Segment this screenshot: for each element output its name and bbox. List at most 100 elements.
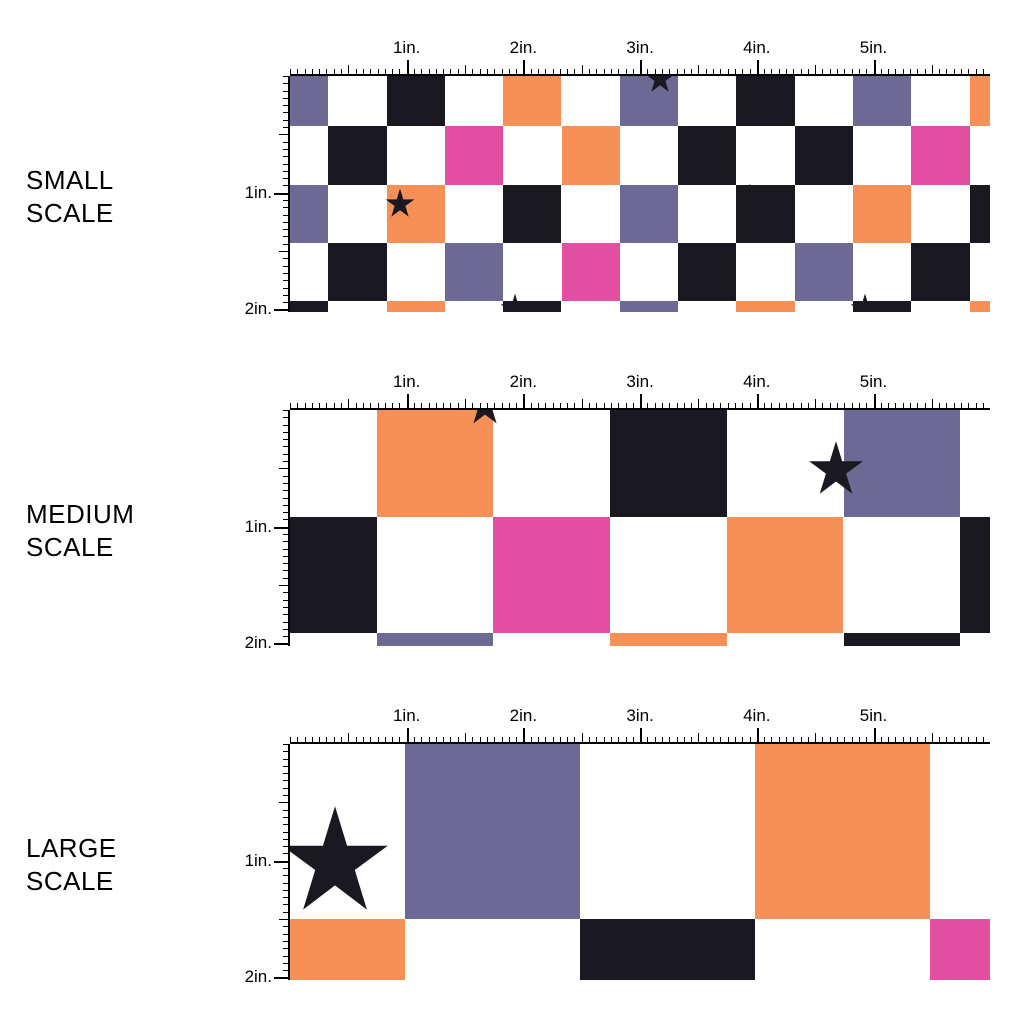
- checker-square: [290, 301, 328, 312]
- moon-icon: [430, 133, 452, 160]
- checker-square: [727, 517, 844, 634]
- ruler-h-label: 5in.: [860, 372, 887, 392]
- checker-square: [795, 126, 853, 184]
- moon-icon: [375, 545, 413, 588]
- checker-square: [562, 243, 620, 301]
- moon-icon: [580, 196, 602, 218]
- checker-square: [620, 301, 678, 312]
- moon-icon: [930, 254, 952, 281]
- checker-square: [911, 126, 969, 184]
- checker-square: [290, 517, 377, 634]
- star-icon: [290, 76, 291, 97]
- checker-square: [387, 301, 445, 312]
- checker-square: [610, 633, 727, 646]
- star-icon: [735, 183, 765, 218]
- moon-icon: [610, 944, 660, 980]
- checker-square: [562, 126, 620, 184]
- ruler-h-label: 4in.: [743, 38, 770, 58]
- checker-square: [960, 517, 990, 634]
- scale-label-line: SCALE: [26, 197, 114, 230]
- checker-square: [930, 919, 990, 980]
- moon-icon: [930, 254, 952, 276]
- ruler-h-label: 3in.: [626, 706, 653, 726]
- pattern-sample-large: [290, 744, 990, 980]
- star-icon: [500, 293, 530, 312]
- ruler-vertical: 1in.2in.: [256, 744, 290, 980]
- checker-square: [290, 919, 405, 980]
- checker-square: [610, 410, 727, 517]
- ruler-h-label: 4in.: [743, 372, 770, 392]
- checker-square: [970, 301, 990, 312]
- pattern-sample-medium: [290, 410, 990, 646]
- ruler-h-label: 5in.: [860, 706, 887, 726]
- checker-square: [853, 76, 911, 126]
- scale-label-line: LARGE: [26, 832, 117, 865]
- star-icon: [500, 293, 530, 312]
- star-icon: [385, 188, 415, 218]
- ruler-h-label: 1in.: [393, 706, 420, 726]
- ruler-h-label: 2in.: [510, 38, 537, 58]
- checker-square: [387, 76, 445, 126]
- checker-square: [290, 76, 328, 126]
- checker-square: [970, 76, 990, 126]
- star-icon: [808, 440, 864, 496]
- moon-icon: [375, 545, 413, 583]
- scale-panel-large: LARGESCALE 1in.2in.3in.4in.5in.1in.2in.: [0, 744, 1024, 980]
- checker-square: [445, 126, 503, 184]
- checker-square: [844, 633, 961, 646]
- ruler-v-label: 1in.: [245, 183, 272, 203]
- pattern-sample-small: [290, 76, 990, 312]
- checker-square: [445, 243, 503, 301]
- scale-label-line: SMALL: [26, 164, 114, 197]
- scale-panel-medium: MEDIUMSCALE 1in.2in.3in.4in.5in.1in.2in.: [0, 410, 1024, 646]
- moon-icon: [580, 196, 602, 223]
- scale-label-line: SCALE: [26, 531, 134, 564]
- ruler-v-label: 2in.: [245, 967, 272, 987]
- ruler-h-label: 5in.: [860, 38, 887, 58]
- scale-label-line: SCALE: [26, 865, 117, 898]
- star-icon: [290, 76, 291, 102]
- star-icon: [808, 440, 864, 501]
- ruler-vertical: 1in.2in.: [256, 76, 290, 312]
- scale-label-large: LARGESCALE: [26, 832, 117, 897]
- scale-label-line: MEDIUM: [26, 498, 134, 531]
- checker-square: [678, 126, 736, 184]
- ruler-h-label: 3in.: [626, 372, 653, 392]
- star-icon: [850, 293, 880, 312]
- checker-square: [493, 517, 610, 634]
- star-icon: [645, 76, 675, 98]
- checker-square: [405, 744, 580, 919]
- star-icon: [290, 804, 390, 919]
- checker-square: [377, 633, 494, 646]
- star-icon: [465, 410, 505, 430]
- checker-square: [755, 744, 930, 919]
- ruler-h-label: 1in.: [393, 372, 420, 392]
- ruler-vertical: 1in.2in.: [256, 410, 290, 646]
- checker-square: [736, 76, 794, 126]
- moon-icon: [770, 133, 792, 155]
- ruler-v-label: 1in.: [245, 517, 272, 537]
- moon-icon: [770, 133, 792, 160]
- star-icon: [465, 410, 505, 425]
- checker-square: [795, 243, 853, 301]
- ruler-horizontal: 1in.2in.3in.4in.5in.: [290, 42, 990, 76]
- checker-square: [503, 185, 561, 243]
- checker-square: [328, 243, 386, 301]
- ruler-h-label: 4in.: [743, 706, 770, 726]
- scale-label-medium: MEDIUMSCALE: [26, 498, 134, 563]
- checker-square: [290, 185, 328, 243]
- star-icon: [735, 183, 765, 213]
- star-icon: [645, 76, 675, 93]
- checker-square: [970, 185, 990, 243]
- checker-square: [620, 185, 678, 243]
- checker-square: [736, 301, 794, 312]
- checker-square: [580, 919, 755, 980]
- checker-square: [678, 243, 736, 301]
- ruler-horizontal: 1in.2in.3in.4in.5in.: [290, 376, 990, 410]
- checker-square: [853, 185, 911, 243]
- ruler-v-label: 2in.: [245, 633, 272, 653]
- star-icon: [385, 188, 415, 223]
- checker-square: [328, 126, 386, 184]
- star-icon: [290, 804, 390, 914]
- ruler-h-label: 2in.: [510, 372, 537, 392]
